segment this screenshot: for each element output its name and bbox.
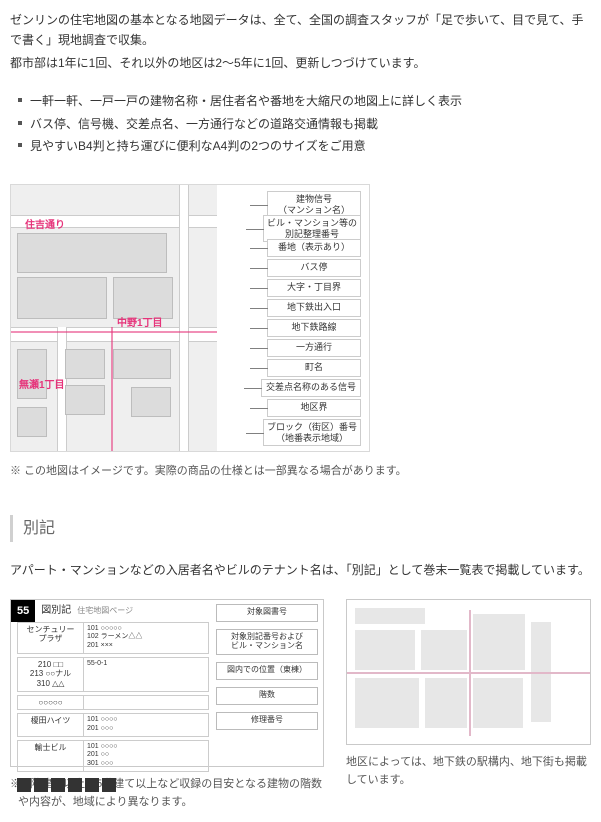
legend-tag: 地下鉄路線 — [267, 319, 361, 336]
bekki-right-diagram — [346, 599, 591, 745]
diagram-row: センチュリープラザ101 ○○○○○102 ラーメン△△201 ××× — [17, 622, 209, 654]
diagram-row: 210 □□213 ○○ナル310 △△55-0-1 — [17, 657, 209, 692]
bekki-right-column: 地区によっては、地下鉄の駅構内、地下街も掲載しています。 — [346, 599, 591, 790]
map-illustration: 住吉通り 中野1丁目 無瀬1丁目 — [11, 185, 217, 451]
legend-tag: ビル・マンション等の別記整理番号 — [263, 215, 361, 242]
legend-tag: 大字・丁目界 — [267, 279, 361, 296]
bekki-left-column: 55 図別記 住宅地図ページ センチュリープラザ101 ○○○○○102 ラーメ… — [10, 599, 324, 812]
header-a: 図別記 — [41, 602, 71, 619]
intro-paragraph-1: ゼンリンの住宅地図の基本となる地図データは、全て、全国の調査スタッフが「足で歩い… — [10, 10, 591, 51]
header-sub: 住宅地図ページ — [77, 604, 133, 618]
section-header-bekki: 別記 — [10, 515, 591, 542]
diagram-rows: センチュリープラザ101 ○○○○○102 ラーメン△△201 ×××210 □… — [17, 622, 209, 760]
map-legend-figure-wrap: 住吉通り 中野1丁目 無瀬1丁目 建物信号（マンション名）ビル・マンション等の別… — [10, 184, 591, 481]
legend-tag: 番地（表示あり） — [267, 239, 361, 256]
legend-tag: 一方通行 — [267, 339, 361, 356]
map-label-ward1: 中野1丁目 — [117, 315, 163, 332]
diagram-row: 榎田ハイツ101 ○○○○201 ○○○ — [17, 713, 209, 737]
feature-list: 一軒一軒、一戸一戸の建物名称・居住者名や番地を大縮尺の地図上に詳しく表示 バス停… — [10, 91, 591, 156]
feature-item: 見やすいB4判と持ち運びに便利なA4判の2つのサイズをご用意 — [18, 136, 591, 156]
legend-tag: ブロック（街区）番号（地番表示地域） — [263, 419, 361, 446]
section-title-text: 別記 — [23, 515, 55, 542]
legend-tag: 地区界 — [267, 399, 361, 416]
legend-right-box: 図内での位置（東棟） — [216, 662, 318, 680]
section-desc: アパート・マンションなどの入居者名やビルのテナント名は、「別記」として巻末一覧表… — [10, 560, 591, 580]
legend-tag: 地下鉄出入口 — [267, 299, 361, 316]
bekki-left-diagram: 55 図別記 住宅地図ページ センチュリープラザ101 ○○○○○102 ラーメ… — [10, 599, 324, 767]
legend-right-box: 対象図書号 — [216, 604, 318, 622]
legend-tag: 町名 — [267, 359, 361, 376]
map-figure-caption: ※ この地図はイメージです。実際の商品の仕様とは一部異なる場合があります。 — [10, 462, 591, 481]
feature-item: 一軒一軒、一戸一戸の建物名称・居住者名や番地を大縮尺の地図上に詳しく表示 — [18, 91, 591, 111]
map-label-street: 住吉通り — [25, 217, 65, 234]
map-label-ward2: 無瀬1丁目 — [19, 377, 65, 394]
feature-item: バス停、信号機、交差点名、一方通行などの道路交通情報も掲載 — [18, 114, 591, 134]
legend-right-box: 対象別記番号およびビル・マンション名 — [216, 629, 318, 655]
black-tab: 55 — [11, 600, 35, 623]
square-grid — [17, 778, 209, 792]
legend-right-box: 階数 — [216, 687, 318, 705]
diagram-row: 輸士ビル101 ○○○○201 ○○301 ○○○ — [17, 740, 209, 772]
legend-tag: バス停 — [267, 259, 361, 276]
legend-tag: 建物信号（マンション名） — [267, 191, 361, 218]
map-legend-figure: 住吉通り 中野1丁目 無瀬1丁目 建物信号（マンション名）ビル・マンション等の別… — [10, 184, 370, 452]
diagram-row: ○○○○○ — [17, 695, 209, 711]
diagram-right-boxes: 対象図書号対象別記番号およびビル・マンション名図内での位置（東棟） 階数修理番号 — [216, 604, 318, 760]
intro-paragraph-2: 都市部は1年に1回、それ以外の地区は2〜5年に1回、更新しつづけています。 — [10, 53, 591, 73]
map-legend-list: 建物信号（マンション名）ビル・マンション等の別記整理番号番地（表示あり） バス停大… — [217, 185, 369, 451]
legend-right-box: 修理番号 — [216, 712, 318, 730]
bekki-figures-row: 55 図別記 住宅地図ページ センチュリープラザ101 ○○○○○102 ラーメ… — [10, 599, 591, 812]
note-right: 地区によっては、地下鉄の駅構内、地下街も掲載しています。 — [346, 753, 591, 790]
legend-tag: 交差点名称のある信号 — [261, 379, 361, 396]
